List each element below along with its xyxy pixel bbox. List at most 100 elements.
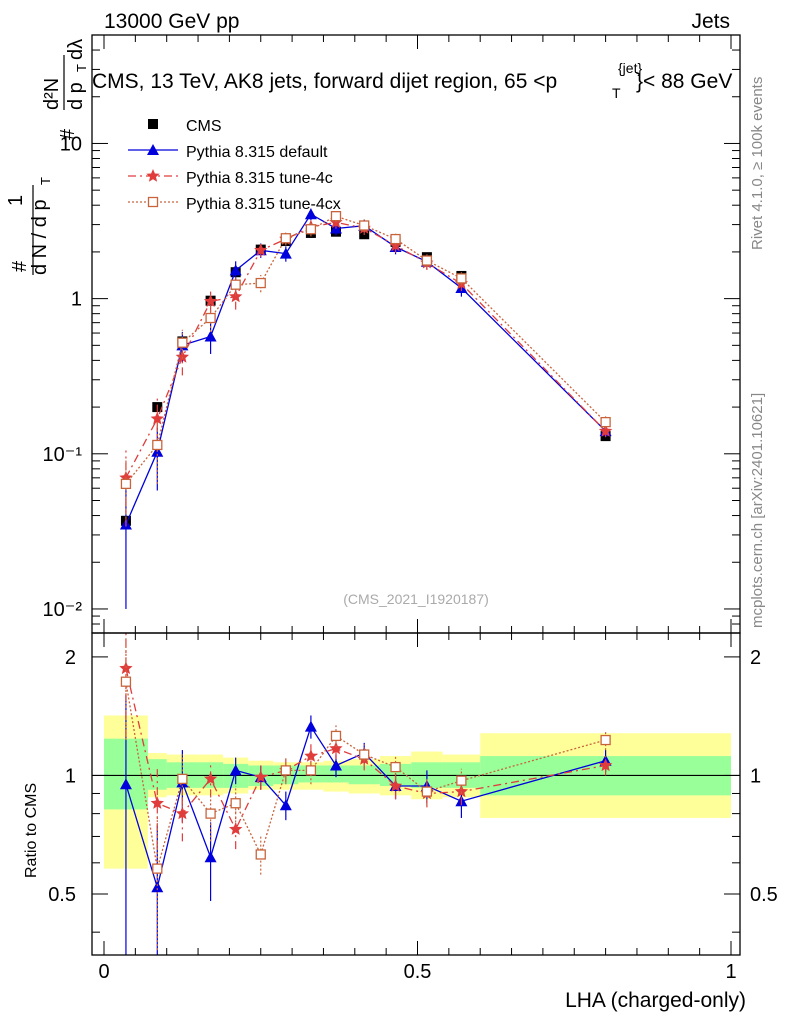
marker-tune4c [203, 771, 218, 785]
rivet-label: Rivet 4.1.0, ≥ 100k events [749, 77, 766, 250]
marker-tune4cx [390, 233, 401, 245]
title-sub: T [612, 85, 621, 101]
marker-tune4c [254, 243, 268, 256]
plot-title: CMS, 13 TeV, AK8 jets, forward dijet reg… [92, 60, 732, 101]
legend-symbol-cms [148, 119, 158, 129]
header-left: 13000 GeV pp [104, 10, 239, 33]
ratio-series-line [125, 668, 606, 831]
ratio-series [119, 633, 613, 955]
marker-tune4c [229, 289, 243, 303]
x-tick-label: 0 [98, 961, 109, 983]
title-sup: {jet} [618, 60, 642, 76]
marker-default [119, 778, 132, 790]
main-series [119, 208, 613, 609]
title-end: }< 88 GeV [636, 70, 732, 93]
marker-tune4cx [359, 220, 370, 231]
marker-tune4cx [255, 277, 266, 289]
marker-default [279, 247, 292, 259]
marker-tune4cx [147, 196, 159, 208]
marker-tune4c [203, 294, 218, 307]
ylabel-numer: d²N [41, 78, 63, 110]
y-tick-label: 1 [71, 289, 82, 311]
marker-tune4cx [305, 765, 317, 776]
marker-tune4c [304, 749, 318, 762]
header-right: Jets [691, 10, 730, 33]
marker-tune4cx [600, 416, 611, 428]
marker-default [279, 799, 292, 811]
ratio-bands [104, 715, 731, 869]
marker-default [204, 330, 217, 342]
ylabel-denom: d p [65, 82, 87, 110]
marker-tune4cx [305, 224, 317, 235]
legend-label-default: Pythia 8.315 default [186, 144, 328, 161]
marker-tune4c [329, 741, 343, 755]
marker-tune4c [254, 770, 268, 783]
legend-label-cms: CMS [186, 118, 222, 135]
marker-tune4c [229, 822, 243, 835]
marker-default [304, 720, 317, 732]
marker-tune4cx [421, 255, 433, 266]
axes: 0 0.5 1 10⁻² 10⁻¹ 1 10 0.5 0.5 1 1 2 2 [43, 34, 778, 983]
marker-tune4cx [390, 761, 401, 773]
ratio-tick-label-left: 2 [65, 647, 76, 669]
marker-default [229, 764, 242, 776]
marker-default [304, 208, 317, 220]
marker-tune4cx [359, 749, 370, 760]
marker-tune4cx [330, 211, 342, 222]
marker-tune4c [175, 806, 189, 820]
ratio-tick-label-right: 0.5 [750, 884, 778, 906]
title-main: CMS, 13 TeV, AK8 jets, forward dijet reg… [92, 70, 557, 93]
marker-tune4c [598, 758, 613, 772]
marker-tune4cx [120, 676, 132, 687]
ylabel-dN-sub: T [38, 177, 53, 185]
marker-default [329, 759, 342, 771]
legend-label-tune4c: Pythia 8.315 tune-4c [186, 170, 333, 187]
y-tick-label: 10 [60, 133, 82, 155]
marker-tune4cx [421, 786, 433, 797]
marker-tune4cx [152, 863, 163, 874]
marker-tune4cx [330, 730, 342, 742]
marker-tune4cx [255, 849, 266, 860]
marker-default [147, 144, 159, 155]
marker-tune4cx [177, 337, 188, 348]
ratio-tick-label-left: 1 [65, 765, 76, 787]
marker-tune4cx [120, 478, 132, 490]
marker-tune4c [598, 424, 613, 437]
ratio-series-line [125, 725, 606, 890]
ylabel-hash-2: # [57, 128, 79, 140]
legend-label-tune4cx: Pythia 8.315 tune-4cx [186, 196, 341, 213]
marker-tune4c [388, 779, 403, 792]
watermark: (CMS_2021_I1920187) [343, 591, 489, 607]
marker-tune4cx [456, 273, 467, 284]
marker-tune4cx [456, 775, 467, 786]
ylabel-dN: d N / d p [29, 199, 51, 275]
ylabel-one: 1 [5, 195, 27, 206]
marker-tune4c [454, 784, 468, 798]
ratio-frame [91, 632, 741, 956]
marker-tune4c [150, 796, 164, 809]
marker-tune4c [150, 411, 164, 425]
marker-tune4cx [280, 765, 291, 776]
legend: CMS Pythia 8.315 default Pythia 8.315 tu… [128, 118, 341, 213]
marker-tune4cx [230, 798, 241, 809]
ylabel-hash-1: # [9, 260, 31, 272]
marker-default [229, 264, 242, 276]
y-tick-label: 10⁻² [43, 599, 83, 621]
ratio-y-label: Ratio to CMS [23, 783, 40, 878]
marker-tune4cx [600, 734, 611, 746]
marker-tune4cx [205, 808, 216, 819]
x-tick-label: 0.5 [404, 961, 432, 983]
marker-tune4cx [177, 773, 188, 785]
marker-tune4c [175, 350, 189, 363]
marker-tune4cx [280, 233, 291, 244]
x-tick-label: 1 [725, 961, 736, 983]
ylabel-denom-sub: T [74, 64, 89, 72]
ratio-tick-label-right: 1 [750, 765, 761, 787]
series-line [125, 213, 607, 525]
marker-tune4cx [152, 439, 163, 451]
x-axis-label: LHA (charged-only) [565, 989, 746, 1012]
series-line [125, 215, 607, 485]
y-tick-label: 10⁻¹ [43, 444, 83, 466]
ratio-tick-label-left: 0.5 [48, 884, 76, 906]
marker-default [204, 851, 217, 863]
